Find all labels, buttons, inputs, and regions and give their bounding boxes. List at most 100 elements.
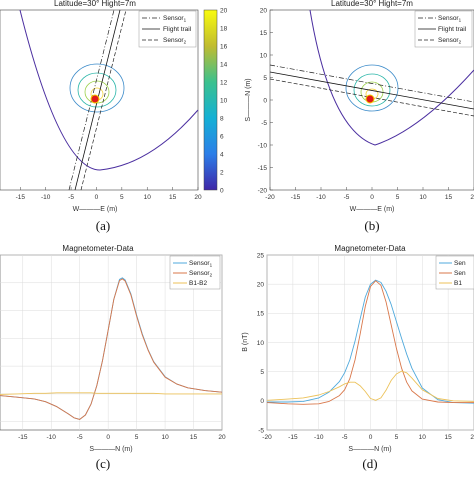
- panel-b-x-tick-label: 20: [470, 194, 474, 201]
- panel-c-x-tick-label: -5: [77, 434, 83, 441]
- panel-d-x-tick-label: 0: [369, 434, 373, 441]
- panel-d-x-tick-label: 10: [419, 434, 427, 441]
- panel-b-x-tick-label: 10: [419, 194, 427, 201]
- panel-a-colorbar-tick-label: 4: [220, 151, 224, 158]
- panel-b-ylabel: S———N (m): [245, 78, 252, 121]
- panel-c-legend: Sensor1 Sensor2 B1-B2: [170, 256, 220, 289]
- panel-b-y-tick-label: 20: [260, 7, 268, 14]
- panel-c-x-tick-label: 5: [135, 434, 139, 441]
- panel-b-x-tick-label: -5: [344, 194, 350, 201]
- panel-a-colorbar-tick-label: 16: [220, 43, 228, 50]
- panel-a-x-tick-label: 10: [144, 194, 152, 201]
- panel-b-x-tick-label: -20: [265, 194, 275, 201]
- panel-c-x-tick-label: 10: [161, 434, 169, 441]
- panel-a: Latitude=30° Hight=7m Sensor1 Flight tra…: [0, 0, 228, 233]
- panel-d-y-tick-label: 0: [260, 398, 264, 405]
- panel-b-x-tick-label: -10: [316, 194, 326, 201]
- panel-d-y-tick-label: 25: [257, 252, 265, 259]
- panel-a-label: (a): [96, 218, 110, 233]
- panel-b-y-tick-label: 10: [260, 52, 268, 59]
- panel-a-colorbar-tick-label: 18: [220, 25, 228, 32]
- panel-c-title: Magnetometer-Data: [62, 244, 134, 253]
- panel-b-xlabel: W———E (m): [350, 206, 395, 213]
- panel-b-legend: Sensor1 Flight trail Sensor2: [415, 11, 472, 47]
- panel-a-x-tick-label: 20: [194, 194, 202, 201]
- panel-b-y-tick-label: -5: [261, 120, 267, 127]
- panel-b-y-tick-label: 5: [263, 75, 267, 82]
- panel-a-colorbar-tick-label: 10: [220, 97, 228, 104]
- panel-a-x-tick-label: 15: [169, 194, 177, 201]
- panel-b-y-tick-label: 0: [263, 97, 267, 104]
- panel-d-x-tick-label: -20: [262, 434, 272, 441]
- panel-d-y-tick-label: 5: [260, 369, 264, 376]
- panel-a-colorbar-tick-label: 20: [220, 7, 228, 14]
- panel-d-y-ticks: 25 20 15 10 5 0 -5: [257, 252, 265, 434]
- panel-b-x-tick-label: 5: [396, 194, 400, 201]
- panel-d-x-tick-label: -5: [342, 434, 348, 441]
- panel-d-x-tick-label: 15: [445, 434, 453, 441]
- panel-a-legend: Sensor1 Flight trail Sensor2: [139, 11, 196, 47]
- panel-c-legend-diff: B1-B2: [189, 280, 207, 287]
- panel-d-x-tick-label: -15: [288, 434, 298, 441]
- panel-c-x-tick-label: -15: [18, 434, 28, 441]
- panel-a-x-tick-label: 5: [120, 194, 124, 201]
- panel-a-colorbar-tick-label: 6: [220, 133, 224, 140]
- panel-a-colorbar-tick-label: 2: [220, 169, 224, 176]
- panel-a-colorbar: 0 2 4 6 8 10 12 14 16 18 20: [204, 7, 228, 194]
- panel-b-y-tick-label: 15: [260, 30, 268, 37]
- panel-b-label: (b): [364, 218, 379, 233]
- panel-c-legend-sensor1: Sensor1: [189, 260, 213, 268]
- panel-c-legend-sensor2: Sensor2: [189, 270, 213, 278]
- panel-a-legend-sensor2: Sensor2: [163, 37, 187, 45]
- panel-a-legend-trail: Flight trail: [163, 26, 192, 33]
- panel-a-x-tick-label: -15: [16, 194, 26, 201]
- panel-d-legend-sensor1: Sen: [454, 260, 466, 267]
- panel-c-x-ticks: -15 -10 -5 0 5 10 15 20: [18, 434, 226, 441]
- panel-a-legend-sensor1: Sensor1: [163, 15, 187, 23]
- panel-d-legend-diff: B1: [454, 280, 462, 287]
- panel-b-legend-trail: Flight trail: [438, 26, 467, 33]
- panel-a-colorbar-ticks: 0 2 4 6 8 10 12 14 16 18 20: [220, 7, 228, 194]
- panel-a-colorbar-tick-label: 0: [220, 187, 224, 194]
- panel-d-y-tick-label: -5: [258, 427, 264, 434]
- panel-b-x-tick-label: 15: [445, 194, 453, 201]
- panel-a-colorbar-tick-label: 8: [220, 115, 224, 122]
- panel-b-y-tick-label: -15: [258, 165, 268, 172]
- panel-d-legend-sensor2: Sen: [454, 270, 466, 277]
- panel-d-label: (d): [362, 456, 377, 471]
- panel-a-x-tick-label: -5: [68, 194, 74, 201]
- panel-a-colorbar-tick-label: 14: [220, 61, 228, 68]
- panel-c-x-tick-label: -10: [47, 434, 57, 441]
- panel-d-y-tick-label: 20: [257, 281, 265, 288]
- panel-d-legend: Sen Sen B1: [436, 256, 474, 289]
- panel-c-x-tick-label: 0: [106, 434, 110, 441]
- panel-a-x-tick-label: -10: [41, 194, 51, 201]
- panel-b-y-tick-label: -20: [258, 187, 268, 194]
- panel-a-colorbar-tick-label: 12: [220, 79, 228, 86]
- panel-d-x-ticks: -20 -15 -10 -5 0 5 10 15 20: [262, 434, 474, 441]
- panel-d-y-tick-label: 10: [257, 340, 265, 347]
- panel-b-title: Latitude=30° Hight=7m: [331, 0, 413, 8]
- panel-c-x-tick-label: 15: [190, 434, 198, 441]
- panel-d-ylabel: B (nT): [242, 332, 249, 351]
- panel-a-x-tick-label: 0: [95, 194, 99, 201]
- panel-b: Latitude=30° Hight=7m Sensor1 Flight tra…: [245, 0, 474, 233]
- panel-b-source-marker: [366, 95, 374, 103]
- panel-a-title: Latitude=30° Hight=7m: [54, 0, 136, 8]
- panel-a-colorbar-bar: [204, 10, 217, 190]
- panel-c-label: (c): [96, 456, 110, 471]
- panel-a-xlabel: W———E (m): [73, 206, 118, 213]
- panel-b-x-tick-label: -15: [291, 194, 301, 201]
- panel-d-x-tick-label: 5: [395, 434, 399, 441]
- panel-d-y-tick-label: 15: [257, 311, 265, 318]
- panel-b-legend-sensor2: Sensor2: [438, 37, 462, 45]
- panel-c: Magnetometer-Data Sensor1 Sensor2 B1-B2 …: [0, 244, 226, 471]
- panel-c-xlabel: S———N (m): [89, 446, 132, 453]
- panel-b-y-tick-label: -10: [258, 142, 268, 149]
- panel-d-title: Magnetometer-Data: [334, 244, 406, 253]
- panel-d-x-tick-label: -10: [314, 434, 324, 441]
- panel-c-x-tick-label: 20: [218, 434, 226, 441]
- panel-d: Magnetometer-Data Sen Sen B1 -20 -15 -10 -5…: [242, 244, 474, 471]
- panel-d-x-tick-label: 20: [470, 434, 474, 441]
